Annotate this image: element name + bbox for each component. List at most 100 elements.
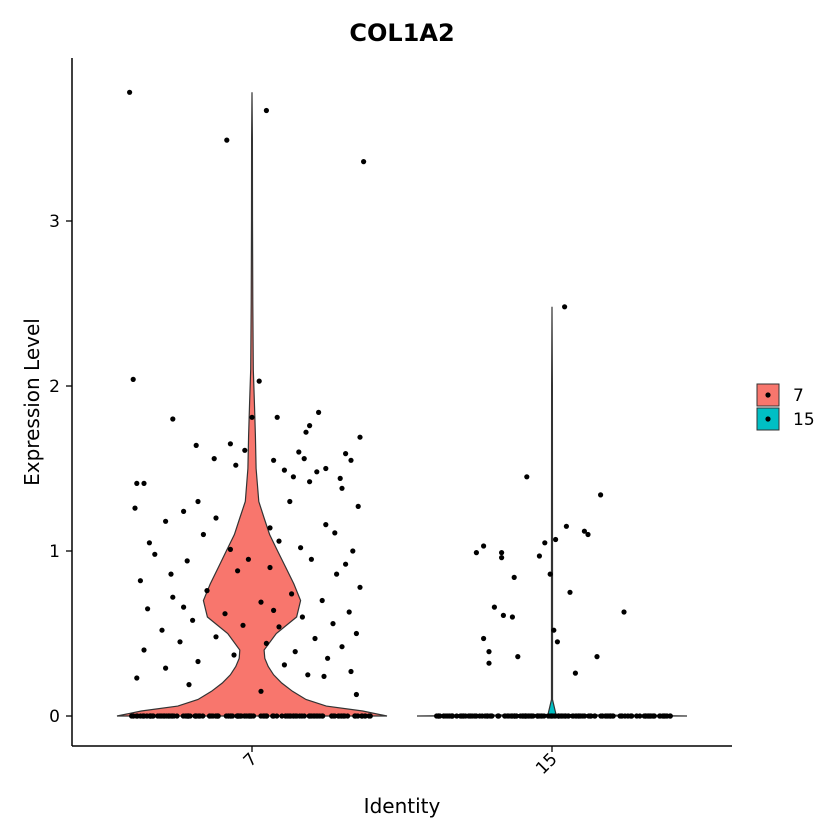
data-point xyxy=(524,474,530,480)
data-point xyxy=(500,612,506,619)
data-point xyxy=(240,622,246,628)
data-point xyxy=(141,480,147,486)
data-point-zero xyxy=(556,713,562,719)
data-point-zero xyxy=(592,713,598,719)
data-point xyxy=(281,662,287,668)
data-point xyxy=(350,548,356,554)
y-tick-label: 3 xyxy=(49,212,60,232)
data-point-zero xyxy=(307,713,313,719)
data-point xyxy=(195,658,201,665)
data-point xyxy=(594,654,600,660)
data-point xyxy=(274,414,280,420)
data-point-zero xyxy=(637,713,643,719)
data-point xyxy=(134,480,140,486)
data-point xyxy=(355,503,361,509)
data-point-zero xyxy=(462,713,469,719)
data-point xyxy=(242,447,248,453)
data-point-zero xyxy=(332,713,338,719)
data-point-zero xyxy=(643,713,649,719)
data-point-zero xyxy=(535,713,541,719)
data-point xyxy=(348,668,354,675)
data-point-zero xyxy=(288,713,294,719)
data-point xyxy=(509,614,515,620)
data-point-zero xyxy=(174,713,180,719)
data-point xyxy=(334,571,340,577)
data-point xyxy=(307,479,313,485)
data-point xyxy=(296,449,302,455)
data-point xyxy=(554,639,561,645)
data-point xyxy=(177,639,183,645)
data-point xyxy=(235,568,241,574)
data-point-zero xyxy=(367,713,373,719)
data-point xyxy=(343,561,349,567)
data-point xyxy=(542,540,548,546)
data-point xyxy=(585,531,591,538)
data-point xyxy=(567,589,573,595)
data-point xyxy=(353,691,359,698)
data-point xyxy=(348,457,354,463)
data-point-zero xyxy=(184,713,190,719)
data-point xyxy=(499,550,505,556)
data-point xyxy=(321,673,327,680)
data-point xyxy=(145,606,151,612)
data-point xyxy=(481,635,487,642)
data-point xyxy=(598,492,604,498)
data-point xyxy=(213,515,219,521)
data-point xyxy=(222,611,228,617)
data-point-zero xyxy=(319,713,325,719)
data-point xyxy=(213,634,219,640)
axes: 0 1 2 3 7 15 xyxy=(49,58,732,779)
data-point-zero xyxy=(603,713,609,719)
data-point xyxy=(551,627,557,633)
data-point xyxy=(231,652,237,658)
y-tick-label: 2 xyxy=(49,377,60,397)
data-point xyxy=(127,89,133,95)
data-point xyxy=(332,530,338,536)
data-point-zero xyxy=(577,713,583,719)
data-point xyxy=(301,456,307,462)
data-point-zero xyxy=(283,713,289,719)
data-point-zero xyxy=(353,713,359,719)
data-point xyxy=(314,469,320,475)
data-point-zero xyxy=(258,713,264,719)
data-point-zero xyxy=(359,713,365,719)
data-point xyxy=(339,485,345,491)
data-point xyxy=(325,655,331,661)
data-point xyxy=(486,660,492,666)
violin-7 xyxy=(116,92,388,717)
data-point xyxy=(299,614,305,620)
data-point xyxy=(195,498,201,505)
data-point-zero xyxy=(610,713,616,719)
data-point xyxy=(473,550,479,556)
data-point xyxy=(346,609,352,615)
data-point-zero xyxy=(467,713,473,719)
data-point-zero xyxy=(487,713,493,719)
data-point xyxy=(312,635,318,642)
violin-15 xyxy=(416,306,688,717)
data-point xyxy=(200,531,206,538)
data-point xyxy=(227,441,233,447)
data-point-zero xyxy=(193,713,199,719)
data-point-zero xyxy=(200,713,206,719)
data-point xyxy=(263,640,269,647)
data-point xyxy=(343,451,349,457)
data-point xyxy=(163,518,169,524)
data-point-zero xyxy=(237,713,243,719)
data-point xyxy=(190,617,196,623)
data-point-zero xyxy=(547,713,553,719)
data-point xyxy=(511,574,517,581)
data-point-zero xyxy=(311,713,317,719)
data-point xyxy=(249,414,255,420)
data-point xyxy=(211,456,217,462)
data-point-zero xyxy=(528,713,534,719)
data-point xyxy=(563,523,570,529)
data-point xyxy=(308,556,314,562)
data-point-zero xyxy=(587,713,593,719)
data-point xyxy=(227,546,233,553)
data-point-zero xyxy=(341,713,347,719)
data-point xyxy=(181,604,187,610)
data-point-zero xyxy=(565,713,571,719)
x-axis-title: Identity xyxy=(364,794,441,818)
data-point-zero xyxy=(441,713,447,719)
data-point xyxy=(263,107,269,114)
